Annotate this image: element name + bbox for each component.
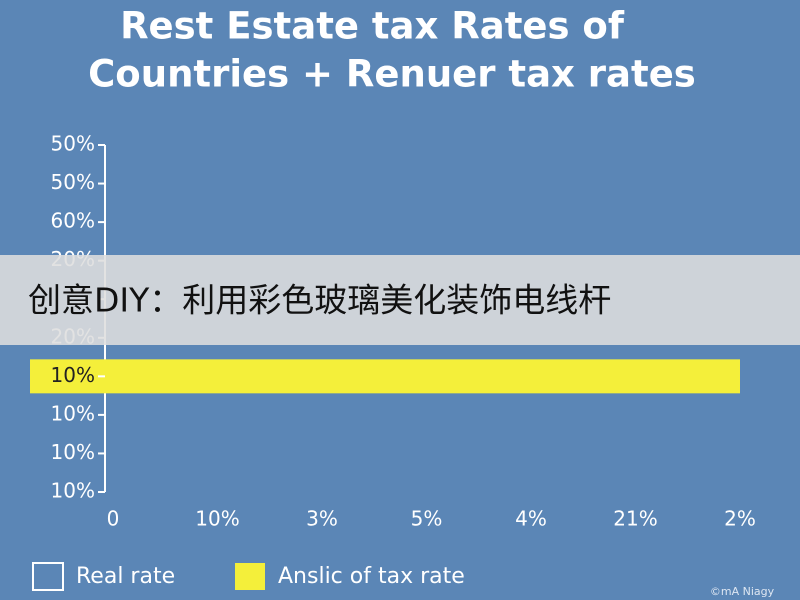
chart-title: Rest Estate tax Rates of — [120, 5, 625, 48]
x-tick-label: 21% — [613, 507, 657, 531]
y-tick-label: 10% — [51, 440, 95, 464]
x-tick-label: 5% — [411, 507, 443, 531]
banner-text: 创意DIY：利用彩色玻璃美化装饰电线杆 — [28, 281, 611, 320]
legend-label: Real rate — [76, 564, 175, 589]
legend-label: Anslic of tax rate — [278, 564, 465, 589]
y-tick-label: 10% — [51, 479, 95, 503]
y-tick-label: 50% — [51, 132, 95, 156]
y-tick-label: 60% — [51, 209, 95, 233]
watermark: ©mA Niagy — [710, 585, 775, 598]
y-tick-label: 10% — [51, 363, 95, 387]
x-tick-label: 0 — [107, 507, 120, 531]
bar — [30, 359, 740, 394]
legend-swatch — [32, 562, 64, 591]
chart-title: Countries + Renuer tax rates — [88, 53, 696, 96]
y-tick-label: 50% — [51, 170, 95, 194]
x-tick-label: 10% — [195, 507, 239, 531]
x-tick-label: 3% — [306, 507, 338, 531]
x-tick-label: 4% — [515, 507, 547, 531]
legend-swatch — [235, 563, 265, 590]
banner-background — [0, 255, 800, 345]
y-tick-label: 10% — [51, 401, 95, 425]
x-tick-label: 2% — [724, 507, 756, 531]
